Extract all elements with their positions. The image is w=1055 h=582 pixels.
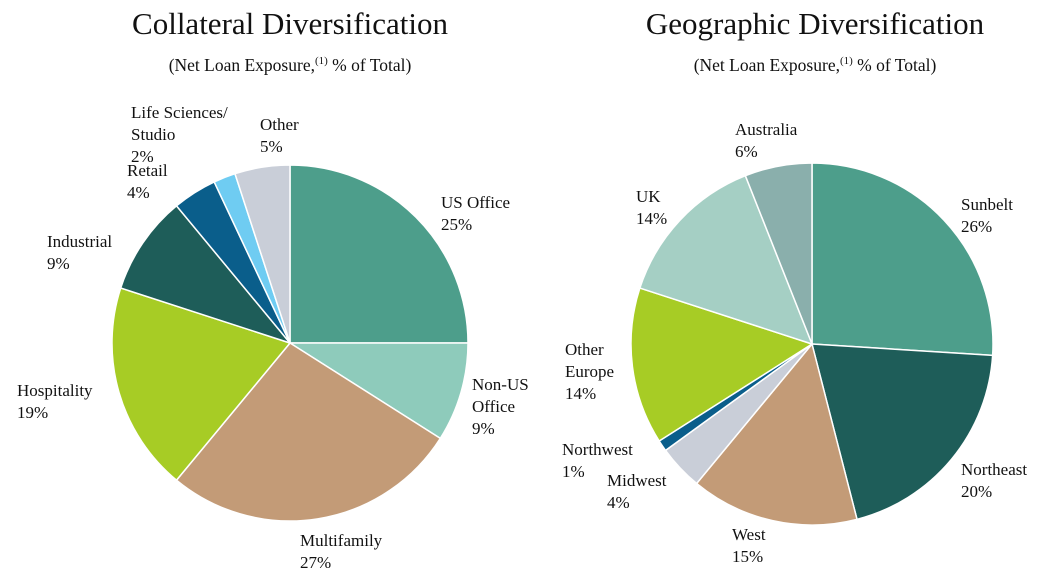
slice-label: Non-US Office 9% (472, 375, 529, 438)
chart-subtitle-geographic: (Net Loan Exposure,(1) % of Total) (610, 55, 1020, 76)
pie-slice-west (695, 342, 858, 526)
subtitle-text: (Net Loan Exposure, (168, 55, 315, 75)
slice-label: Northwest 1% (562, 440, 633, 481)
pie-slice-us-office (289, 164, 469, 344)
chart-title-geographic: Geographic Diversification (645, 6, 985, 41)
slice-label: UK 14% (636, 187, 667, 228)
slice-label: West 15% (732, 525, 766, 566)
pie-slice-uk (638, 174, 814, 346)
slice-label: Hospitality 19% (17, 381, 93, 422)
slice-label: Other Europe 14% (565, 340, 614, 403)
slice-label: Australia 6% (735, 120, 798, 161)
slice-label: US Office 25% (441, 193, 510, 234)
pie-slice-sunbelt (811, 162, 994, 357)
slice-label: Multifamily 27% (300, 531, 383, 572)
subtitle-text-end: % of Total) (327, 55, 412, 75)
subtitle-text-end: % of Total) (852, 55, 937, 75)
slice-label: Retail 4% (127, 161, 168, 202)
subtitle-text: (Net Loan Exposure, (693, 55, 840, 75)
footnote-marker: (1) (839, 55, 853, 68)
slice-label: Life Sciences/Studio 2% (131, 103, 228, 166)
pie-slice-northeast (811, 343, 994, 521)
chart-title-collateral: Collateral Diversification (132, 6, 448, 41)
pie-slice-multifamily (175, 342, 442, 522)
footnote-marker: (1) (314, 55, 328, 68)
pie-collateral (111, 164, 469, 522)
slice-label: Industrial 9% (47, 232, 112, 273)
pie-geographic (630, 162, 994, 526)
pie-slice-other-europe (630, 287, 814, 443)
pie-slice-other (234, 164, 291, 344)
slice-label: Northeast 20% (961, 460, 1027, 501)
pie-slice-non-us-office (287, 342, 469, 440)
slice-label: Midwest 4% (607, 471, 667, 512)
slice-label: Other 5% (260, 115, 299, 156)
pie-slice-industrial (119, 204, 293, 345)
pie-slice-australia (744, 162, 813, 345)
chart-subtitle-collateral: (Net Loan Exposure,(1) % of Total) (95, 55, 485, 76)
pie-slice-hospitality (111, 287, 292, 482)
slice-label: Sunbelt 26% (961, 195, 1013, 236)
